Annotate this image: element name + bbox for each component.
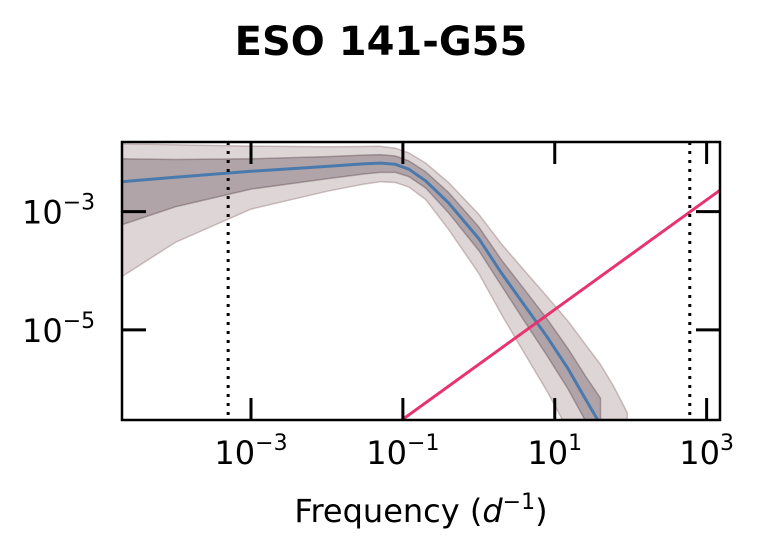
x-tick-label-1: 10−3 xyxy=(214,431,287,472)
x-tick-label-4: 103 xyxy=(679,431,734,472)
plot-frame xyxy=(120,140,722,422)
y-tick-label-2: 10−5 xyxy=(22,309,95,350)
axis-ticks: 10−3 10−1 101 103 10−3 10−5 xyxy=(22,142,734,472)
x-tick-label-3: 101 xyxy=(527,431,582,472)
y-tick-label-1: 10−3 xyxy=(22,191,95,232)
x-axis-label: Frequency (d−1) xyxy=(294,490,547,530)
plot-area xyxy=(122,142,720,420)
median-psd-line xyxy=(122,161,600,420)
frequency-limit-lines xyxy=(226,142,692,420)
outer-confidence-band xyxy=(122,143,628,420)
chart-title: ESO 141-G55 xyxy=(235,19,528,65)
x-tick-label-2: 10−1 xyxy=(366,431,439,472)
inner-confidence-band xyxy=(122,153,602,420)
noise-level-line xyxy=(402,188,720,420)
